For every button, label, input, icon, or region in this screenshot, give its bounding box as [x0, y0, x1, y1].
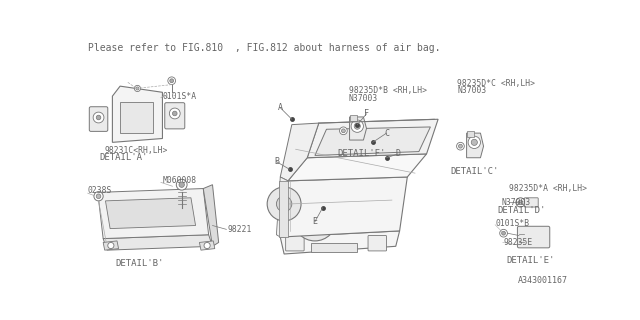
Circle shape	[500, 229, 508, 237]
Polygon shape	[106, 198, 196, 228]
Text: 98231C<RH,LH>: 98231C<RH,LH>	[105, 146, 168, 155]
Polygon shape	[103, 235, 212, 250]
Polygon shape	[280, 123, 319, 181]
Polygon shape	[204, 185, 219, 246]
Circle shape	[354, 123, 360, 129]
Text: B: B	[274, 157, 279, 166]
Polygon shape	[113, 86, 163, 142]
Circle shape	[351, 120, 364, 132]
Text: N37003: N37003	[501, 198, 531, 207]
Text: DETAIL'C': DETAIL'C'	[450, 167, 499, 176]
Text: N37003: N37003	[458, 86, 486, 95]
Bar	[349, 115, 357, 121]
Bar	[120, 102, 153, 133]
Circle shape	[267, 187, 301, 221]
Text: 98235E: 98235E	[504, 238, 533, 247]
Circle shape	[204, 243, 210, 249]
Text: Please refer to FIG.810  , FIG.812 about harness of air bag.: Please refer to FIG.810 , FIG.812 about …	[88, 43, 440, 52]
Circle shape	[170, 108, 180, 119]
Circle shape	[340, 127, 348, 135]
Circle shape	[518, 200, 523, 205]
Text: DETAIL'F': DETAIL'F'	[337, 149, 385, 158]
Circle shape	[168, 77, 175, 84]
Text: F: F	[364, 109, 369, 118]
Polygon shape	[280, 231, 399, 254]
Text: 98235D*A <RH,LH>: 98235D*A <RH,LH>	[509, 184, 587, 193]
FancyBboxPatch shape	[524, 198, 538, 207]
Text: M060008: M060008	[163, 176, 196, 185]
FancyBboxPatch shape	[164, 103, 185, 129]
Bar	[467, 131, 474, 137]
Text: 0101S*A: 0101S*A	[163, 92, 196, 101]
Text: 98221: 98221	[227, 225, 252, 234]
Text: E: E	[312, 217, 317, 226]
Circle shape	[94, 192, 103, 201]
Text: DETAIL'E': DETAIL'E'	[506, 256, 555, 265]
Circle shape	[468, 136, 481, 148]
FancyBboxPatch shape	[285, 236, 304, 251]
Circle shape	[108, 243, 114, 249]
Circle shape	[471, 139, 477, 145]
FancyBboxPatch shape	[90, 107, 108, 132]
Circle shape	[136, 87, 139, 90]
Polygon shape	[280, 177, 407, 237]
FancyBboxPatch shape	[368, 236, 387, 251]
Polygon shape	[98, 188, 209, 239]
Circle shape	[179, 182, 184, 188]
Circle shape	[134, 85, 141, 92]
Text: C: C	[384, 129, 389, 138]
Circle shape	[293, 198, 337, 241]
Polygon shape	[288, 154, 427, 181]
Polygon shape	[279, 181, 288, 237]
Text: A: A	[278, 103, 283, 112]
Circle shape	[516, 198, 525, 207]
Text: DETAIL'D': DETAIL'D'	[498, 206, 546, 215]
Text: 98235D*C <RH,LH>: 98235D*C <RH,LH>	[458, 78, 535, 88]
Text: 98235D*B <RH,LH>: 98235D*B <RH,LH>	[349, 86, 427, 95]
Circle shape	[170, 79, 173, 83]
Text: DETAIL'A': DETAIL'A'	[100, 153, 148, 162]
Text: A343001167: A343001167	[518, 276, 568, 285]
Circle shape	[93, 112, 104, 123]
Bar	[311, 243, 357, 252]
Text: 0238S: 0238S	[88, 186, 112, 195]
Polygon shape	[307, 119, 438, 158]
Text: D: D	[396, 149, 401, 158]
Polygon shape	[200, 241, 215, 250]
Polygon shape	[315, 127, 431, 156]
Text: N37003: N37003	[349, 94, 378, 103]
Circle shape	[342, 129, 346, 133]
Circle shape	[96, 115, 101, 120]
Circle shape	[176, 179, 187, 190]
Circle shape	[276, 196, 292, 212]
FancyBboxPatch shape	[517, 226, 550, 248]
Circle shape	[304, 209, 326, 230]
Polygon shape	[467, 133, 484, 158]
Polygon shape	[103, 241, 118, 250]
Circle shape	[456, 142, 464, 150]
Polygon shape	[276, 177, 288, 237]
Circle shape	[172, 111, 177, 116]
Circle shape	[458, 144, 462, 148]
Polygon shape	[349, 117, 367, 140]
Text: 0101S*B: 0101S*B	[495, 219, 529, 228]
Circle shape	[96, 194, 101, 198]
Text: DETAIL'B': DETAIL'B'	[115, 259, 164, 268]
Circle shape	[502, 231, 506, 235]
